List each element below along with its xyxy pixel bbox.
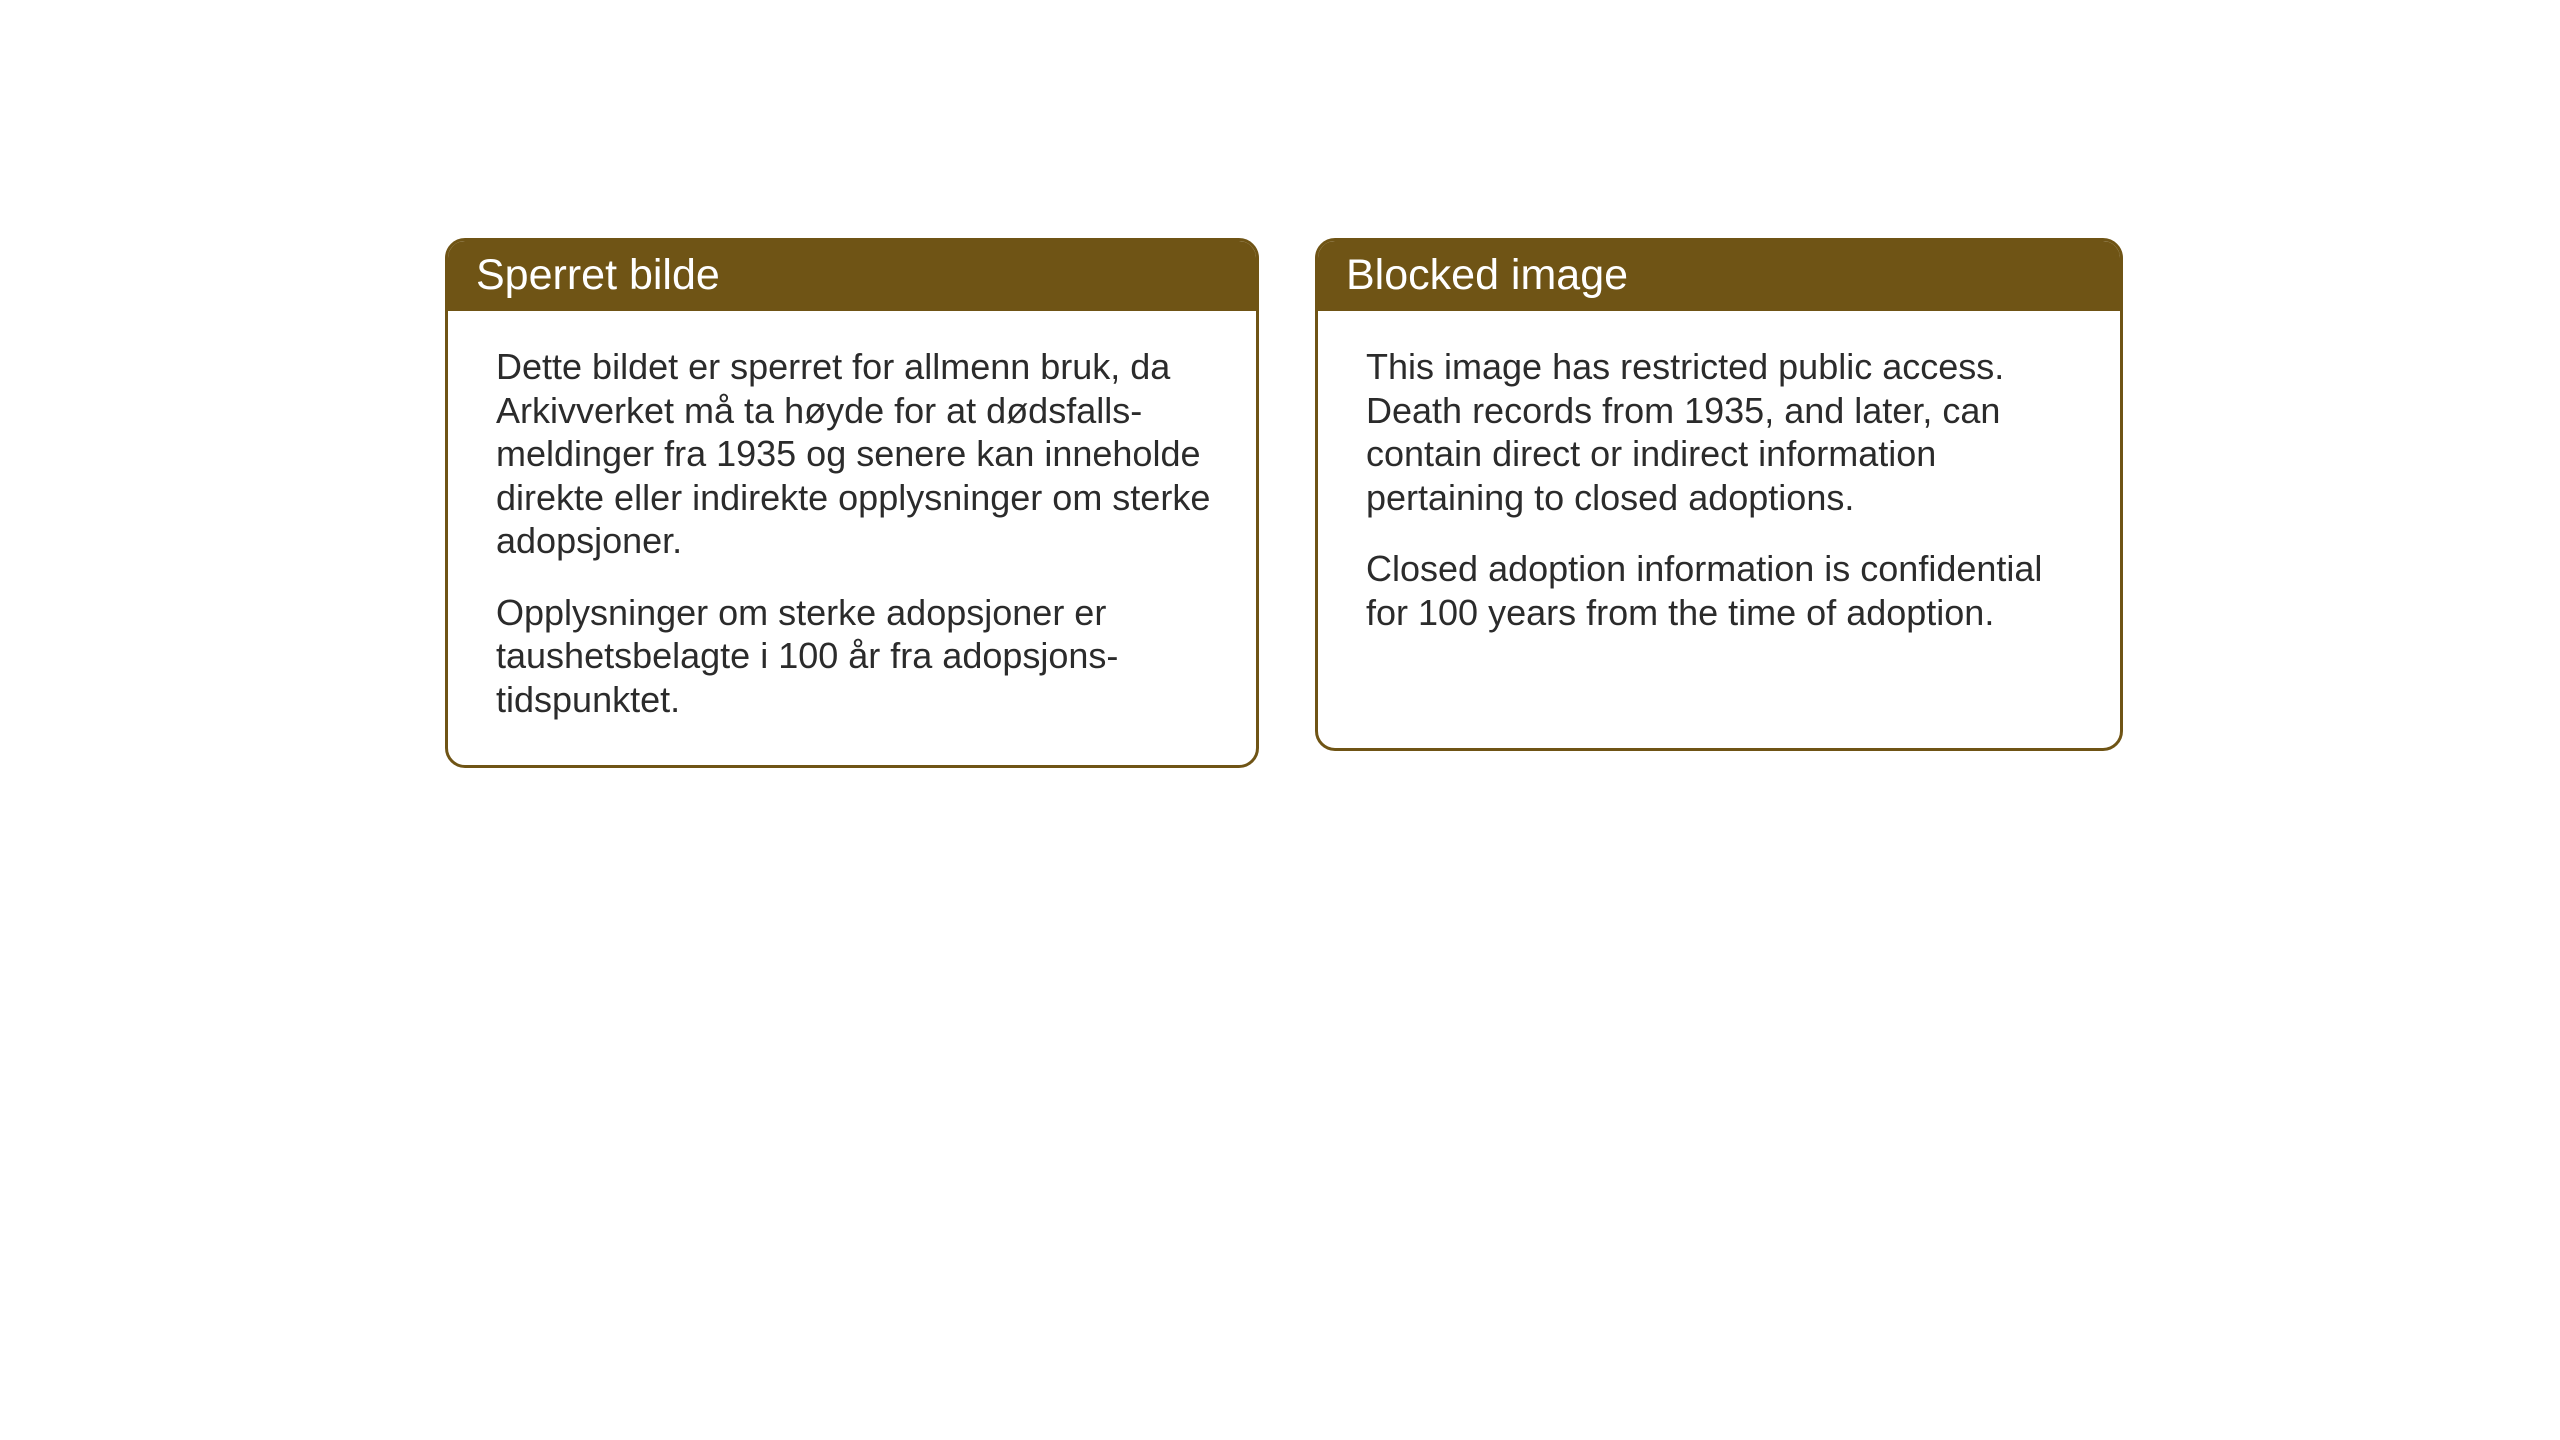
notice-card-english: Blocked image This image has restricted … — [1315, 238, 2123, 751]
card-paragraph: This image has restricted public access.… — [1366, 345, 2076, 519]
notice-container: Sperret bilde Dette bildet er sperret fo… — [445, 238, 2123, 768]
card-header: Blocked image — [1318, 241, 2120, 311]
card-paragraph: Dette bildet er sperret for allmenn bruk… — [496, 345, 1212, 563]
card-header: Sperret bilde — [448, 241, 1256, 311]
card-paragraph: Closed adoption information is confident… — [1366, 547, 2076, 634]
card-body: Dette bildet er sperret for allmenn bruk… — [448, 311, 1256, 765]
notice-card-norwegian: Sperret bilde Dette bildet er sperret fo… — [445, 238, 1259, 768]
card-body: This image has restricted public access.… — [1318, 311, 2120, 678]
card-paragraph: Opplysninger om sterke adopsjoner er tau… — [496, 591, 1212, 722]
